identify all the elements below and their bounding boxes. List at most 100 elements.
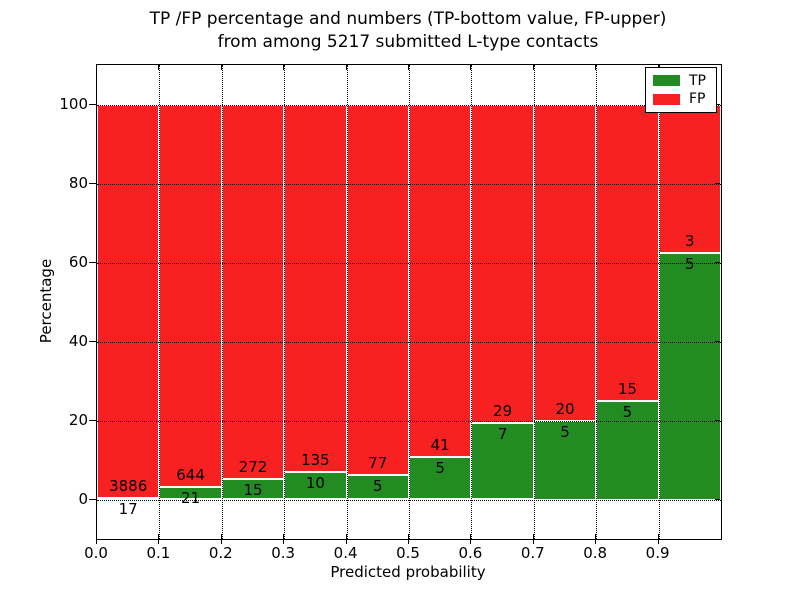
- vertical-gridline: [596, 65, 598, 539]
- fp-count-label: 3886: [109, 476, 148, 495]
- fp-count-label: 29: [493, 401, 513, 420]
- y-tick-mark-right: [715, 103, 720, 105]
- x-tick-mark: [96, 534, 97, 544]
- y-tick-mark-right: [715, 419, 720, 421]
- y-tick-label: 40: [68, 331, 88, 350]
- y-tick-mark-right: [715, 261, 720, 263]
- x-tick-mark-top: [283, 65, 285, 70]
- tp-bar-segment: [471, 422, 534, 500]
- y-tick-mark: [89, 498, 97, 500]
- x-tick-mark: [158, 534, 160, 544]
- tp-count-label: 5: [685, 254, 695, 273]
- tp-legend-swatch: [653, 75, 680, 87]
- y-tick-label: 0: [78, 489, 88, 508]
- vertical-gridline: [658, 65, 660, 539]
- x-tick-mark-top: [470, 65, 472, 70]
- fp-count-label: 135: [301, 451, 330, 470]
- x-axis-label: Predicted probability: [330, 563, 486, 581]
- tp-count-label: 10: [305, 474, 325, 493]
- tp-legend-label: TP: [689, 72, 706, 89]
- y-tick-mark-right: [715, 498, 720, 500]
- legend-entry-tp: TP: [653, 73, 709, 89]
- vertical-gridline: [159, 65, 161, 539]
- x-tick-mark: [408, 534, 409, 544]
- y-tick-mark-right: [715, 182, 720, 184]
- fp-bar-segment: [221, 104, 285, 479]
- y-tick-label: 60: [68, 252, 88, 271]
- x-tick-mark: [220, 534, 222, 544]
- fp-bar-segment: [409, 104, 472, 457]
- tp-count-label: 5: [560, 422, 570, 441]
- y-tick-label: 100: [59, 94, 88, 113]
- fp-bar-segment: [159, 104, 222, 488]
- y-tick-mark: [89, 103, 97, 105]
- vertical-gridline: [533, 65, 535, 539]
- x-tick-label: 0.5: [396, 544, 420, 562]
- vertical-gridline: [346, 65, 348, 539]
- fp-bar-segment: [658, 104, 721, 253]
- x-tick-label: 0.1: [146, 544, 171, 562]
- vertical-gridline: [221, 65, 223, 539]
- x-tick-mark: [657, 534, 659, 544]
- fp-count-label: 20: [555, 399, 575, 418]
- fp-legend-swatch: [653, 93, 680, 105]
- tp-count-label: 5: [373, 477, 383, 496]
- tp-count-label: 5: [622, 402, 633, 421]
- fp-bar-segment: [97, 104, 160, 498]
- vertical-gridline: [284, 65, 286, 539]
- y-tick-mark: [89, 419, 97, 421]
- x-tick-label: 0.4: [333, 544, 358, 562]
- x-tick-mark-top: [408, 65, 409, 70]
- plot-area: 3886 17 644 21 272 15 135 10 77 5 41 5 29 7 20 5 15 5 3 5: [96, 64, 722, 540]
- fp-bar-segment: [284, 104, 347, 473]
- tp-count-label: 17: [118, 499, 138, 518]
- tp-bar-segment: [596, 400, 659, 500]
- fp-count-label: 77: [368, 454, 388, 473]
- tp-bar-segment: [97, 497, 160, 500]
- fp-count-label: 644: [176, 466, 205, 485]
- tp-count-label: 5: [435, 458, 445, 477]
- chart-title-line2: from among 5217 submitted L-type contact…: [217, 32, 599, 52]
- chart-title: TP /FP percentage and numbers (TP-bottom…: [96, 8, 720, 54]
- x-tick-label: 0.8: [583, 544, 608, 562]
- fp-bar-segment: [471, 104, 534, 423]
- fp-legend-label: FP: [689, 91, 706, 108]
- chart-title-line1: TP /FP percentage and numbers (TP-bottom…: [149, 9, 667, 29]
- x-tick-mark-top: [345, 65, 347, 70]
- y-tick-label: 80: [68, 173, 88, 192]
- y-tick-mark: [89, 261, 97, 263]
- x-tick-mark-top: [96, 65, 97, 70]
- tp-count-label: 7: [497, 424, 508, 443]
- x-tick-mark-top: [532, 65, 534, 70]
- x-tick-mark-top: [220, 65, 222, 70]
- x-tick-mark: [345, 534, 347, 544]
- tp-bar-segment: [658, 252, 721, 500]
- y-tick-mark: [89, 340, 97, 342]
- legend: TP FP: [645, 67, 717, 113]
- tp-count-label: 21: [181, 489, 201, 508]
- tp-bar-segment: [346, 475, 409, 500]
- x-tick-label: 0.6: [458, 544, 483, 562]
- x-tick-label: 0.3: [271, 544, 296, 562]
- x-tick-mark-top: [595, 65, 597, 70]
- fp-bar-segment: [596, 104, 659, 401]
- y-tick-mark: [89, 182, 97, 184]
- fp-count-label: 41: [430, 435, 450, 454]
- x-tick-mark: [283, 534, 285, 544]
- fp-count-label: 3: [685, 231, 695, 250]
- legend-entry-fp: FP: [653, 91, 709, 107]
- fp-count-label: 15: [617, 379, 637, 398]
- x-tick-mark: [595, 534, 597, 544]
- x-tick-mark: [470, 534, 472, 544]
- x-tick-label: 0.0: [84, 544, 108, 562]
- x-tick-label: 0.7: [520, 544, 545, 562]
- fp-bar-segment: [346, 104, 409, 476]
- vertical-gridline: [471, 65, 473, 539]
- x-tick-label: 0.9: [645, 544, 670, 562]
- y-tick-mark-right: [715, 340, 720, 342]
- tp-bar-segment: [284, 472, 347, 500]
- vertical-gridline: [409, 65, 410, 539]
- x-tick-mark-top: [158, 65, 160, 70]
- y-tick-label: 20: [68, 410, 88, 429]
